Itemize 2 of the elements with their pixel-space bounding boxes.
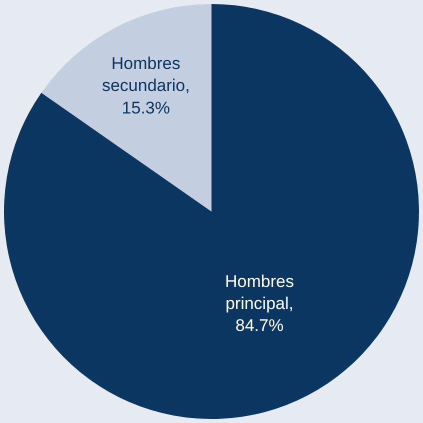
slice-label: Hombres principal, 84.7% (224, 272, 294, 336)
slice-label: Hombres secundario, 15.3% (102, 54, 190, 118)
